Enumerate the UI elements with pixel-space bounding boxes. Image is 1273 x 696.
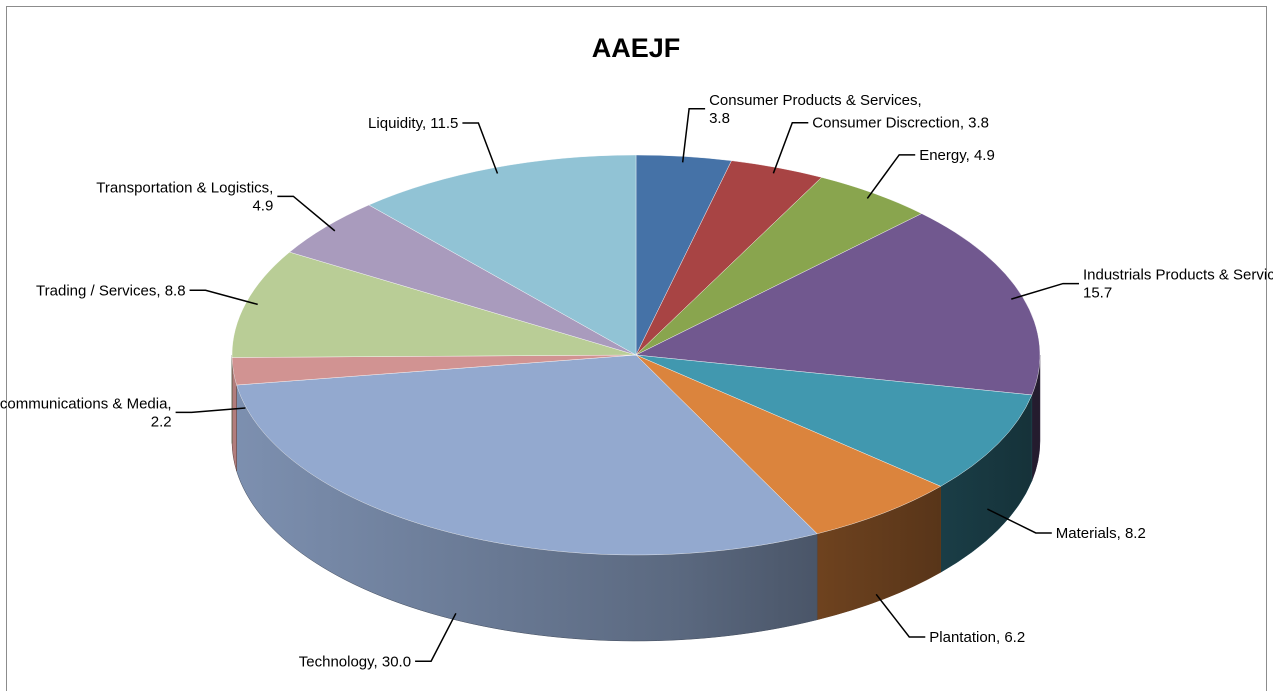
data-label-technology: Technology, 30.0 — [299, 653, 411, 670]
data-label-liquidity: Liquidity, 11.5 — [368, 115, 458, 132]
data-label-plantation: Plantation, 6.2 — [929, 629, 1025, 646]
chart-title: AAEJF — [592, 33, 681, 63]
data-label-consumer-discrection: Consumer Discrection, 3.8 — [812, 115, 989, 132]
pie-tops — [232, 155, 1040, 555]
data-label-energy: Energy, 4.9 — [919, 147, 995, 164]
data-label-trading-services: Trading / Services, 8.8 — [36, 282, 186, 299]
data-label-materials: Materials, 8.2 — [1056, 525, 1146, 542]
